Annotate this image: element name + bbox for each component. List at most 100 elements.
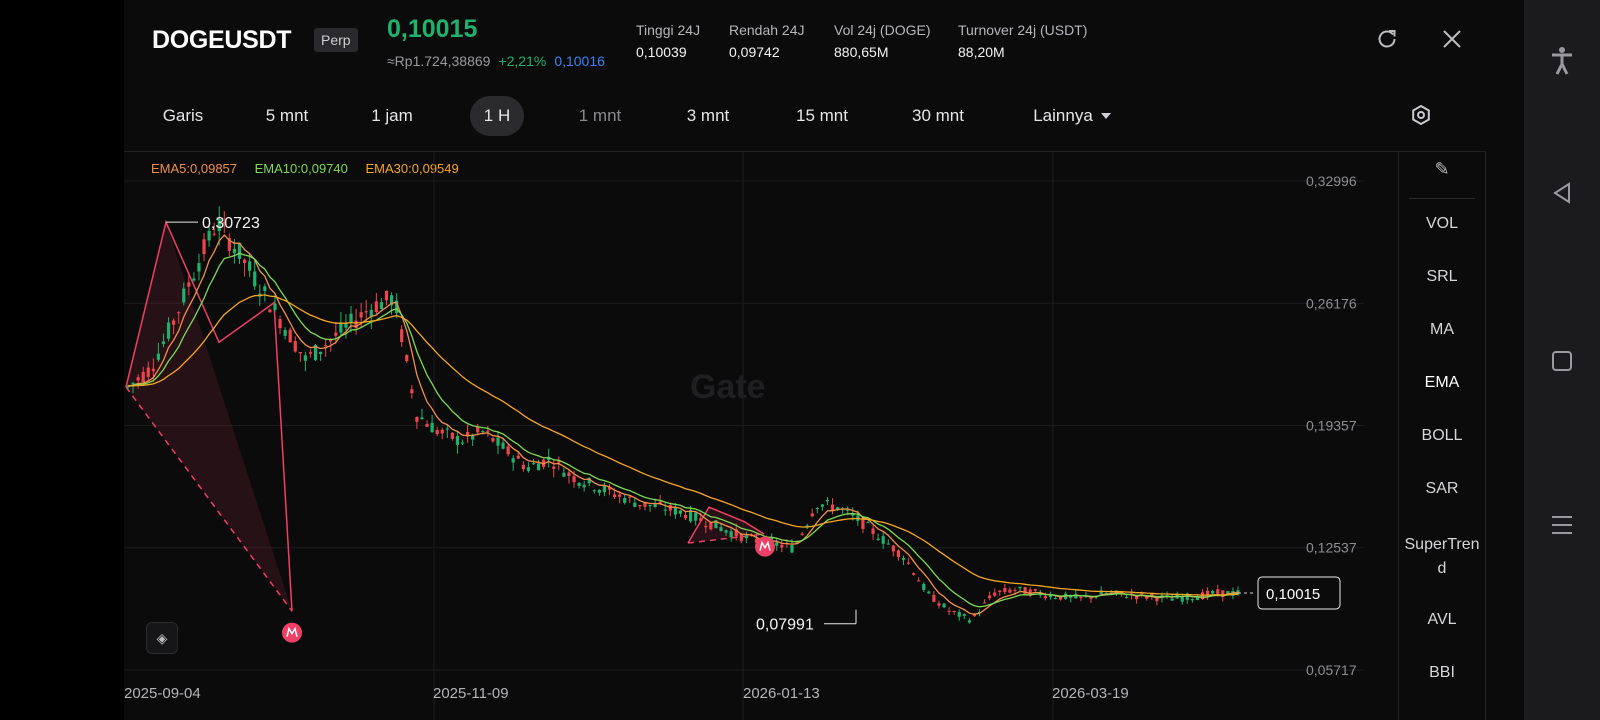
stat-value: 88,20M bbox=[958, 44, 1005, 60]
candle-body bbox=[455, 436, 460, 445]
pattern-line bbox=[125, 219, 293, 612]
tab-3-mnt[interactable]: 3 mnt bbox=[686, 106, 730, 125]
refresh-icon[interactable] bbox=[1376, 28, 1398, 56]
candle-body bbox=[942, 603, 946, 608]
candle-body bbox=[192, 278, 196, 281]
pattern-marker-glyph bbox=[759, 540, 771, 551]
candle-body bbox=[653, 503, 657, 508]
candle-body bbox=[293, 341, 297, 352]
indicator-supertrend[interactable]: SuperTrend bbox=[1404, 536, 1480, 577]
candle-body bbox=[334, 332, 338, 336]
tab-15-mnt[interactable]: 15 mnt bbox=[796, 106, 848, 125]
indicator-sar[interactable]: SAR bbox=[1425, 480, 1459, 497]
pattern-dashed-line bbox=[687, 533, 765, 544]
candle-body bbox=[547, 456, 551, 461]
caret-down-icon bbox=[1100, 113, 1111, 119]
candle-body bbox=[1023, 587, 1027, 594]
candle-body bbox=[927, 591, 931, 594]
candle-body bbox=[810, 513, 814, 517]
candle-body bbox=[526, 467, 531, 471]
y-tick-label: 0,26176 bbox=[1306, 295, 1357, 311]
candle-body bbox=[237, 242, 242, 259]
y-tick-label: 0,19357 bbox=[1306, 417, 1357, 433]
candle-body bbox=[253, 271, 257, 287]
stat-label: Turnover 24j (USDT) bbox=[958, 22, 1088, 38]
stat-label: Tinggi 24J bbox=[636, 22, 701, 38]
close-icon[interactable] bbox=[1441, 28, 1463, 56]
candle-body bbox=[202, 239, 206, 255]
candle-body bbox=[729, 531, 733, 538]
candle-body bbox=[445, 428, 449, 430]
candle-body bbox=[141, 371, 145, 383]
indicator-bbi[interactable]: BBI bbox=[1429, 664, 1455, 681]
last-price-tag bbox=[1257, 576, 1341, 610]
candle-body bbox=[531, 463, 536, 465]
candle-body bbox=[131, 382, 135, 384]
low-price-label: 0,07991 bbox=[756, 617, 814, 634]
candle-body bbox=[1155, 598, 1159, 602]
tab-1-jam[interactable]: 1 jam bbox=[371, 106, 413, 125]
candle-body bbox=[242, 259, 247, 263]
indicator-ema[interactable]: EMA bbox=[1424, 374, 1460, 391]
indicator-boll[interactable]: BOLL bbox=[1421, 427, 1463, 444]
menu-icon[interactable] bbox=[1524, 514, 1600, 536]
candle-body bbox=[623, 498, 627, 503]
candle-body bbox=[1079, 596, 1083, 598]
candle-body bbox=[471, 434, 475, 440]
candle-body bbox=[567, 472, 571, 476]
candle-body bbox=[263, 286, 267, 291]
candle-body bbox=[440, 429, 444, 434]
candle-body bbox=[922, 583, 926, 590]
tab-5-mnt[interactable]: 5 mnt bbox=[265, 106, 309, 125]
candle-body bbox=[673, 507, 677, 515]
candle-body bbox=[825, 499, 830, 502]
candle-body bbox=[329, 339, 333, 342]
indicator-ma[interactable]: MA bbox=[1430, 321, 1454, 338]
watermark-logo: Gate bbox=[690, 368, 766, 406]
indicator-srl[interactable]: SRL bbox=[1426, 268, 1458, 285]
accessibility-icon[interactable] bbox=[1524, 46, 1600, 76]
candle-body bbox=[932, 594, 936, 602]
settings-gear-icon[interactable] bbox=[1410, 104, 1432, 126]
tab-1-mnt[interactable]: 1 mnt bbox=[578, 106, 622, 125]
candle-body bbox=[359, 312, 363, 318]
candle-body bbox=[481, 431, 485, 433]
candlestick-chart[interactable]: Gate 0,32996 0,26176 0,19357 0,12537 0,05717… bbox=[124, 152, 1398, 720]
back-icon[interactable] bbox=[1524, 182, 1600, 204]
stat-turnover: Turnover 24j (USDT) 88,20M bbox=[958, 22, 1087, 60]
candle-body bbox=[709, 522, 713, 530]
candle-body bbox=[648, 504, 652, 507]
indicator-vol[interactable]: VOL bbox=[1425, 215, 1458, 232]
indicator-avl[interactable]: AVL bbox=[1427, 611, 1457, 628]
candle-body bbox=[962, 614, 966, 616]
high-price-label: 0,30723 bbox=[202, 215, 260, 232]
stat-value: 880,65M bbox=[834, 44, 889, 60]
symbol-title[interactable]: DOGEUSDT bbox=[152, 26, 292, 54]
pencil-icon[interactable]: ✎ bbox=[1434, 159, 1450, 179]
y-axis: 0,32996 0,26176 0,19357 0,12537 0,05717 bbox=[1306, 173, 1357, 678]
candle-body bbox=[1013, 589, 1017, 591]
home-icon[interactable] bbox=[1524, 350, 1600, 372]
candle-body bbox=[465, 431, 470, 437]
tab-1-h[interactable]: 1 H bbox=[470, 96, 524, 136]
candle-body bbox=[374, 301, 378, 313]
candle-body bbox=[460, 442, 465, 444]
candle-body bbox=[1003, 587, 1007, 593]
candle-body bbox=[349, 313, 353, 323]
last-price: 0,10015 bbox=[387, 15, 478, 43]
ema5-legend: EMA5:0,09857 bbox=[151, 161, 238, 176]
candle-body bbox=[1216, 589, 1220, 594]
price-subline: ≈Rp1.724,38869 +2,21% 0,10016 bbox=[387, 53, 605, 69]
tab-30-mnt[interactable]: 30 mnt bbox=[912, 106, 964, 125]
pattern-line bbox=[687, 506, 765, 544]
tab-garis[interactable]: Garis bbox=[162, 106, 204, 125]
tab-lainnya[interactable]: Lainnya bbox=[1022, 96, 1122, 136]
candle-body bbox=[1124, 596, 1129, 598]
candle-body bbox=[1205, 590, 1210, 596]
candle-body bbox=[182, 288, 186, 303]
candle-body bbox=[248, 261, 252, 271]
candle-body bbox=[1043, 596, 1047, 599]
drawing-tools-button[interactable]: ◈ bbox=[146, 622, 178, 654]
candle-body bbox=[1135, 596, 1139, 600]
candle-body bbox=[496, 437, 500, 446]
